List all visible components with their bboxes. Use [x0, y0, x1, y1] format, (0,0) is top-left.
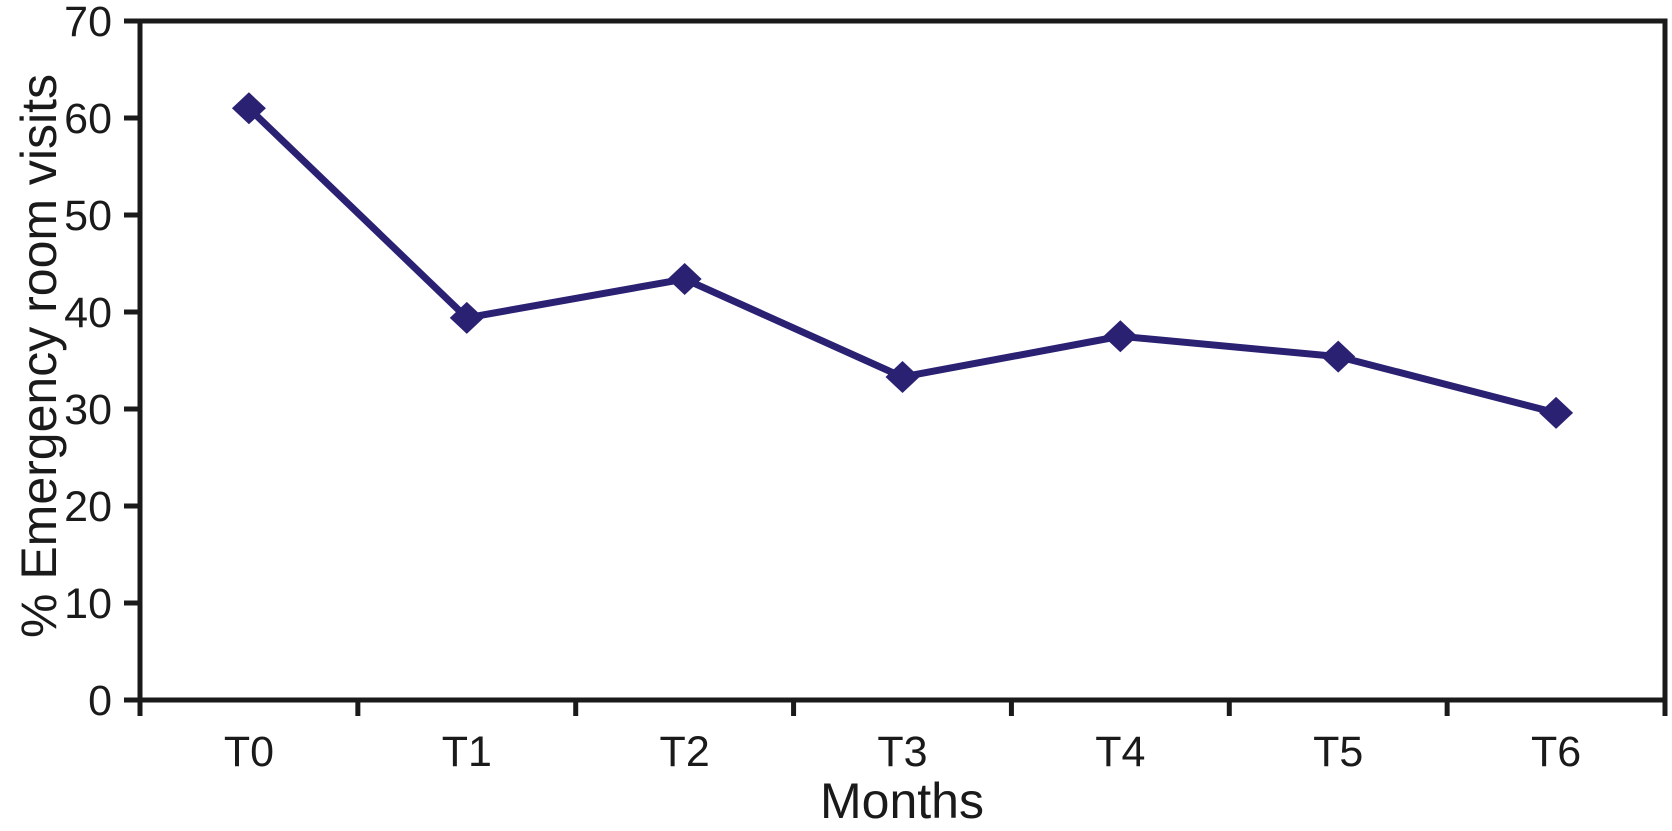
- x-tick-label: T1: [442, 728, 492, 776]
- x-tick-label: T3: [877, 728, 927, 776]
- y-axis-title: % Emergency room visits: [11, 74, 67, 638]
- y-tick-label: 20: [64, 483, 112, 531]
- series-marker-diamond: [449, 301, 484, 334]
- x-axis-title: Months: [820, 773, 984, 829]
- x-tick-label: T6: [1531, 728, 1581, 776]
- y-tick-label: 30: [64, 386, 112, 434]
- series-marker-diamond: [1103, 320, 1138, 353]
- series-marker-diamond: [1321, 340, 1356, 373]
- series-marker-diamond: [1539, 396, 1574, 429]
- x-tick-label: T4: [1095, 728, 1145, 776]
- series-marker-diamond: [885, 360, 920, 393]
- y-tick-label: 70: [64, 0, 112, 46]
- y-tick-label: 40: [64, 289, 112, 337]
- x-tick-label: T0: [224, 728, 274, 776]
- y-tick-label: 0: [88, 677, 112, 725]
- x-tick-label: T2: [660, 728, 710, 776]
- y-tick-label: 50: [64, 192, 112, 240]
- y-tick-label: 60: [64, 95, 112, 143]
- x-tick-label: T5: [1313, 728, 1363, 776]
- y-axis-ticks: 0 10 20 30 40 50 60 70: [64, 0, 140, 725]
- data-series: [231, 92, 1574, 429]
- x-axis-ticks: T0 T1 T2 T3 T4 T5 T6: [137, 700, 1668, 776]
- y-tick-label: 10: [64, 580, 112, 628]
- series-marker-diamond: [231, 92, 266, 125]
- series-marker-diamond: [667, 263, 702, 296]
- plot-area-border: [137, 18, 1668, 703]
